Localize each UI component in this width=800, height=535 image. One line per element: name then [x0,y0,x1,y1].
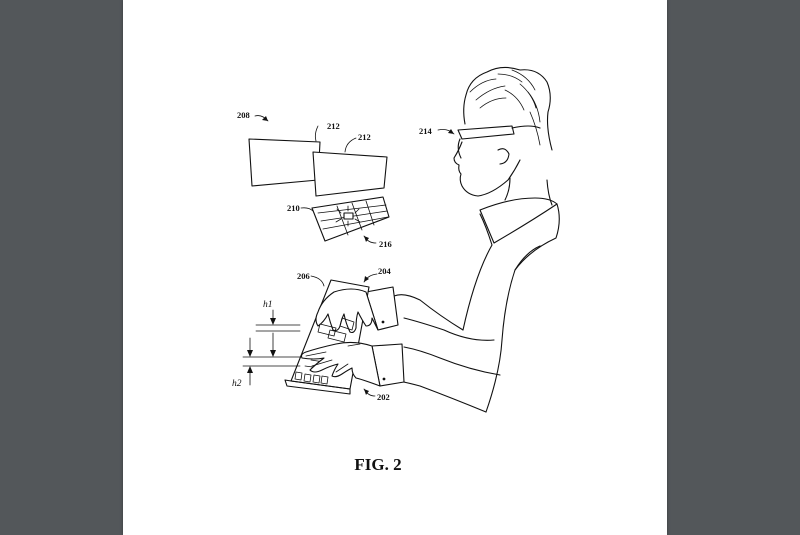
hands [300,288,381,387]
user-figure [365,66,560,413]
height-markers [242,309,301,386]
patent-drawing-page: 208 212 212 214 210 216 206 204 202 h1 h… [123,0,667,535]
ref-204: 204 [378,266,392,276]
ref-216: 216 [379,239,392,249]
arrow-202 [363,388,376,397]
dim-label-h1: h1 [263,300,273,310]
dim-label-h2: h2 [232,379,242,389]
virtual-display-right [312,151,388,197]
leader-206 [310,275,325,287]
ref-214: 214 [419,126,433,136]
virtual-keyboard-panel [311,196,390,242]
ref-210: 210 [287,203,300,213]
ref-212-right: 212 [358,132,371,142]
leader-212-right [344,137,357,153]
figure-2-drawing: 208 212 212 214 210 216 206 204 202 h1 h… [232,66,560,474]
ref-202: 202 [377,392,390,402]
ref-206: 206 [297,271,310,281]
virtual-display-left [248,138,321,187]
leader-210 [300,207,314,212]
ref-208: 208 [237,110,250,120]
arrow-204 [363,273,378,283]
ref-212-left: 212 [327,121,340,131]
arrow-216 [363,235,377,244]
leader-212-left [314,125,319,142]
arrow-208 [254,115,269,122]
figure-caption: FIG. 2 [354,455,401,474]
arrow-214 [437,129,455,135]
